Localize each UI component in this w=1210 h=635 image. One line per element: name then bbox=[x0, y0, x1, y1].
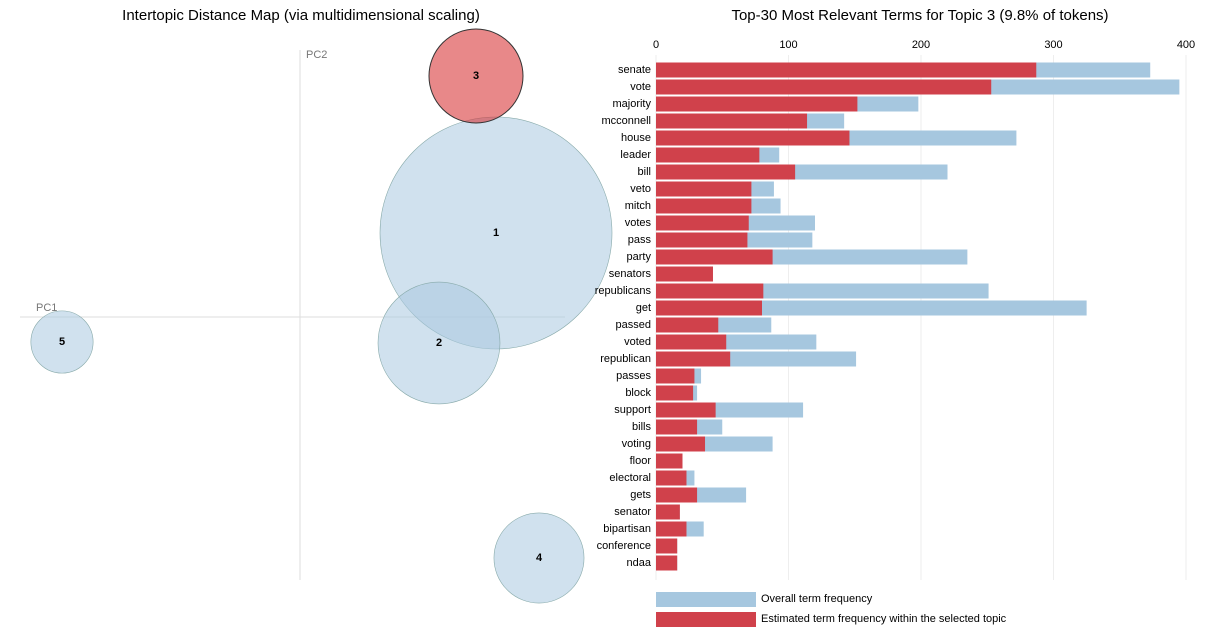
term-label: passed bbox=[616, 319, 651, 331]
bar bbox=[656, 436, 706, 452]
legend-swatch bbox=[656, 592, 756, 607]
bar bbox=[656, 266, 713, 282]
bar bbox=[656, 79, 992, 95]
bar bbox=[656, 470, 687, 486]
map-title: Intertopic Distance Map (via multidimens… bbox=[122, 7, 480, 24]
bar bbox=[656, 62, 1037, 78]
term-label: votes bbox=[625, 217, 652, 229]
term-label: passes bbox=[616, 370, 651, 382]
bar bbox=[656, 113, 808, 129]
term-label: senator bbox=[614, 506, 651, 518]
term-label: republican bbox=[600, 353, 651, 365]
bar bbox=[656, 368, 695, 384]
legend-swatch bbox=[656, 612, 756, 627]
term-label: vote bbox=[630, 81, 651, 93]
term-label: bipartisan bbox=[603, 523, 651, 535]
bar bbox=[656, 487, 698, 503]
topic-label: 2 bbox=[436, 337, 442, 349]
term-label: mitch bbox=[625, 200, 651, 212]
bar bbox=[656, 198, 752, 214]
term-label: house bbox=[621, 132, 651, 144]
topic-bubble bbox=[377, 281, 501, 405]
bar bbox=[656, 538, 678, 554]
term-label: voting bbox=[622, 438, 651, 450]
x-tick-label: 0 bbox=[653, 39, 659, 51]
bar bbox=[656, 249, 773, 265]
term-label: electoral bbox=[609, 472, 651, 484]
bar bbox=[656, 351, 731, 367]
x-tick-label: 400 bbox=[1177, 39, 1195, 51]
term-label: senate bbox=[618, 64, 651, 76]
term-label: gets bbox=[630, 489, 651, 501]
bar bbox=[656, 300, 762, 316]
bar bbox=[656, 317, 719, 333]
term-label: get bbox=[636, 302, 651, 314]
topic-label: 5 bbox=[59, 336, 65, 348]
bar bbox=[656, 419, 698, 435]
x-tick-label: 200 bbox=[912, 39, 930, 51]
topic-label: 1 bbox=[493, 227, 499, 239]
topic-label: 4 bbox=[536, 552, 543, 564]
term-label: majority bbox=[612, 98, 651, 110]
term-label: support bbox=[614, 404, 651, 416]
topic-bubble bbox=[493, 512, 585, 604]
y-axis-label: PC2 bbox=[306, 49, 327, 61]
term-label: pass bbox=[628, 234, 652, 246]
bar bbox=[656, 300, 1087, 316]
bar bbox=[656, 283, 764, 299]
topic-bubble bbox=[30, 310, 94, 374]
term-label: bill bbox=[638, 166, 651, 178]
bar bbox=[656, 164, 796, 180]
bar bbox=[656, 181, 752, 197]
topic-bubble bbox=[428, 28, 524, 124]
x-axis-label: PC1 bbox=[36, 302, 57, 314]
term-label: veto bbox=[630, 183, 651, 195]
bar bbox=[656, 385, 694, 401]
term-label: bills bbox=[632, 421, 651, 433]
term-label: leader bbox=[620, 149, 651, 161]
bar bbox=[656, 402, 716, 418]
term-label: republicans bbox=[595, 285, 652, 297]
term-label: party bbox=[627, 251, 652, 263]
legend-label: Overall term frequency bbox=[761, 593, 873, 605]
bar bbox=[656, 555, 678, 571]
bar bbox=[656, 334, 727, 350]
term-label: floor bbox=[630, 455, 652, 467]
term-label: conference bbox=[597, 540, 651, 552]
topic-label: 3 bbox=[473, 70, 479, 82]
term-label: block bbox=[625, 387, 651, 399]
term-label: voted bbox=[624, 336, 651, 348]
term-label: senators bbox=[609, 268, 652, 280]
legend-label: Estimated term frequency within the sele… bbox=[761, 613, 1007, 625]
bar bbox=[656, 521, 687, 537]
bar-title: Top-30 Most Relevant Terms for Topic 3 (… bbox=[731, 7, 1108, 24]
term-label: ndaa bbox=[627, 557, 652, 569]
bar bbox=[656, 232, 748, 248]
bar bbox=[656, 130, 850, 146]
term-label: mcconnell bbox=[601, 115, 651, 127]
bar bbox=[656, 215, 749, 231]
bar bbox=[656, 504, 680, 520]
x-tick-label: 300 bbox=[1044, 39, 1062, 51]
bar bbox=[656, 147, 760, 163]
x-tick-label: 100 bbox=[779, 39, 797, 51]
bar bbox=[656, 96, 858, 112]
bar bbox=[656, 453, 683, 469]
